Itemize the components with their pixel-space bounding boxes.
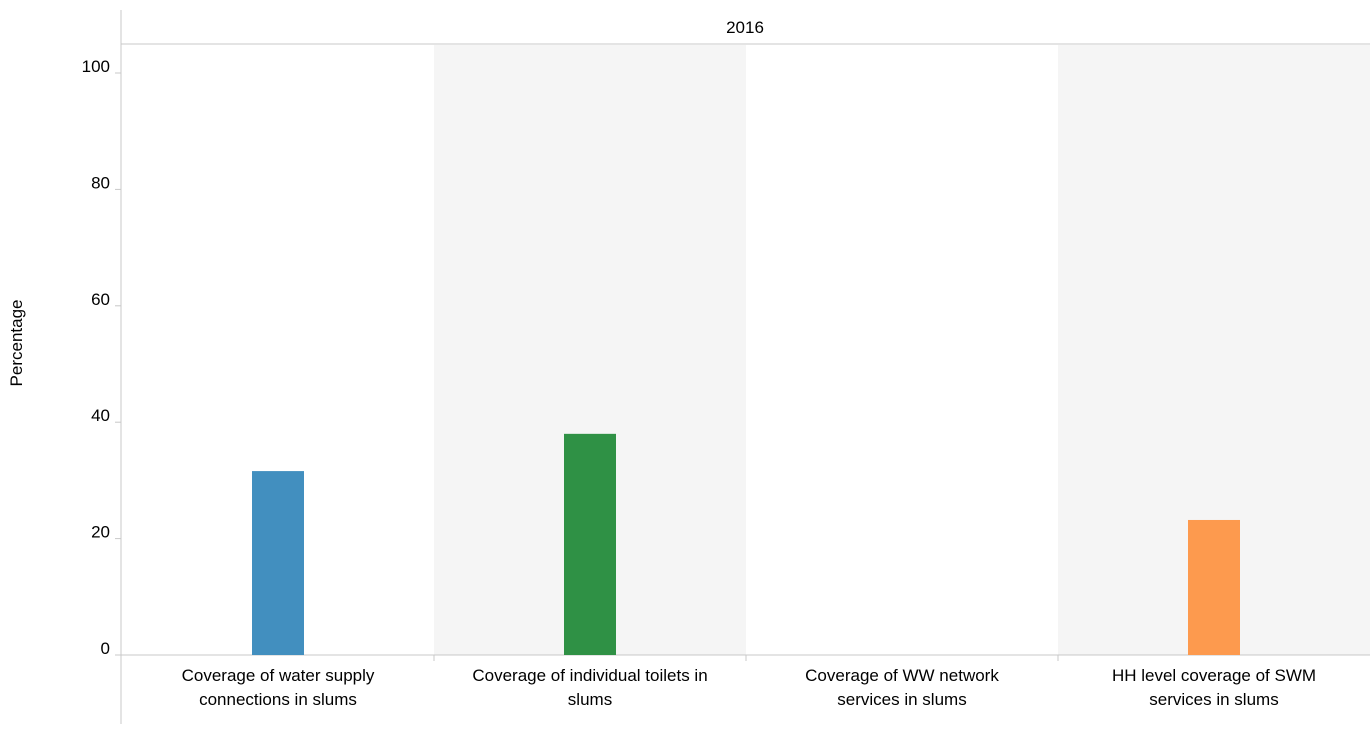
y-ticks: 0 20 40 60 80 100 xyxy=(82,57,121,658)
bar xyxy=(564,433,616,655)
y-tick-label: 40 xyxy=(91,406,110,425)
y-tick-label: 80 xyxy=(91,173,110,192)
category-bands xyxy=(434,45,1370,655)
bar xyxy=(1188,519,1240,655)
bars xyxy=(252,433,1240,655)
panel-header: 2016 xyxy=(726,18,764,37)
x-tick-label: connections in slums xyxy=(199,690,357,709)
y-tick-label: 0 xyxy=(101,639,110,658)
y-axis-title: Percentage xyxy=(7,300,26,387)
y-tick-label: 100 xyxy=(82,57,110,76)
x-tick-label: services in slums xyxy=(837,690,966,709)
x-ticks xyxy=(433,655,1059,661)
x-tick-label: Coverage of WW network xyxy=(805,666,999,685)
y-tick-label: 60 xyxy=(91,290,110,309)
x-tick-label: services in slums xyxy=(1149,690,1278,709)
x-tick-label: slums xyxy=(568,690,612,709)
y-tick-label: 20 xyxy=(91,523,110,542)
bar xyxy=(252,471,304,655)
x-tick-label: Coverage of individual toilets in xyxy=(472,666,707,685)
x-tick-labels: Coverage of water supply connections in s… xyxy=(182,666,1316,709)
x-tick-label: HH level coverage of SWM xyxy=(1112,666,1316,685)
x-tick-label: Coverage of water supply xyxy=(182,666,375,685)
